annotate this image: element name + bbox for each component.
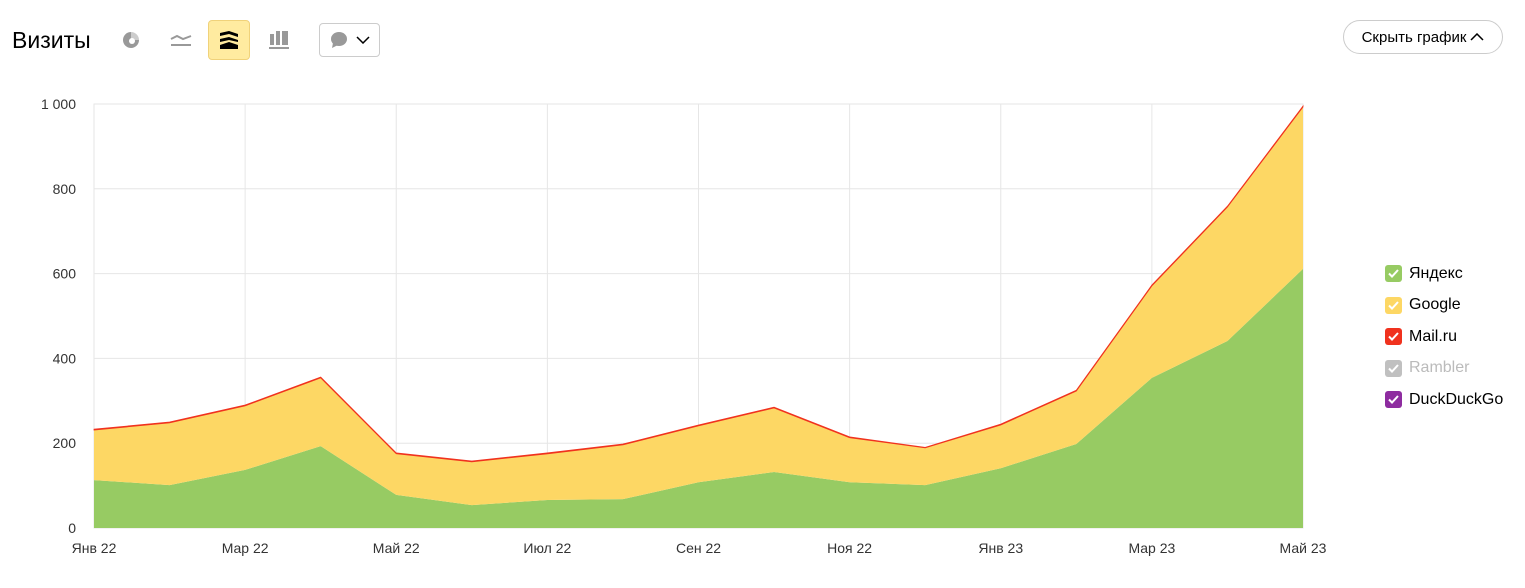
- x-tick-label: Май 23: [1280, 540, 1327, 556]
- annotation-dropdown[interactable]: [319, 23, 380, 57]
- legend-label: DuckDuckGo: [1409, 390, 1504, 408]
- legend-label: Rambler: [1409, 359, 1470, 377]
- hide-chart-button[interactable]: Скрыть график: [1343, 20, 1503, 54]
- line-chart-button[interactable]: [160, 20, 202, 60]
- y-tick-label: 0: [68, 520, 76, 536]
- checkbox-icon[interactable]: [1385, 328, 1402, 346]
- area-mailru: [93, 104, 1304, 463]
- page-title: Визиты: [12, 27, 91, 53]
- stacked-area-button[interactable]: [208, 20, 250, 60]
- hide-chart-label: Скрыть график: [1361, 28, 1467, 46]
- pie-chart-icon: [123, 31, 140, 48]
- y-tick-label: 800: [53, 181, 77, 197]
- x-tick-label: Мар 22: [222, 540, 269, 556]
- legend-item[interactable]: Яндекс: [1385, 258, 1503, 290]
- x-tick-label: Мар 23: [1128, 540, 1175, 556]
- x-tick-label: Июл 22: [523, 540, 571, 556]
- legend-item[interactable]: Rambler: [1385, 353, 1503, 385]
- pie-chart-button[interactable]: [110, 20, 152, 60]
- legend-item[interactable]: Google: [1385, 290, 1503, 322]
- area-: [94, 268, 1303, 528]
- checkbox-icon[interactable]: [1385, 391, 1402, 409]
- bar-chart-button[interactable]: [258, 20, 300, 60]
- legend-item[interactable]: DuckDuckGo: [1385, 384, 1503, 416]
- checkbox-icon[interactable]: [1385, 296, 1402, 314]
- chevron-down-icon: [356, 36, 370, 44]
- legend-label: Яндекс: [1409, 264, 1463, 282]
- checkbox-icon[interactable]: [1385, 265, 1402, 283]
- legend-item[interactable]: Mail.ru: [1385, 321, 1503, 353]
- bar-chart-icon: [269, 31, 289, 49]
- x-tick-label: Ноя 22: [827, 540, 872, 556]
- x-tick-label: Янв 23: [978, 540, 1023, 556]
- x-tick-label: Май 22: [373, 540, 420, 556]
- legend: Яндекс Google Mail.ru Rambler DuckDuckGo: [1385, 258, 1503, 416]
- legend-label: Mail.ru: [1409, 327, 1458, 345]
- line-chart-icon: [170, 34, 192, 46]
- y-tick-label: 600: [53, 266, 77, 282]
- x-tick-label: Янв 22: [72, 540, 117, 556]
- y-tick-label: 400: [53, 350, 77, 366]
- y-tick-label: 1 000: [41, 96, 76, 112]
- stacked-area-chart: 0 200 400 600 800 1 000 Янв 22 Мар 22 Май 22 Июл …: [41, 96, 1327, 556]
- x-tick-label: Сен 22: [676, 540, 721, 556]
- stacked-area-icon: [220, 31, 238, 49]
- chevron-up-icon: [1470, 33, 1484, 41]
- legend-label: Google: [1409, 296, 1461, 314]
- y-tick-label: 200: [53, 435, 77, 451]
- checkbox-icon[interactable]: [1385, 359, 1402, 377]
- annotation-icon: [331, 32, 348, 48]
- area-google: [94, 106, 1303, 506]
